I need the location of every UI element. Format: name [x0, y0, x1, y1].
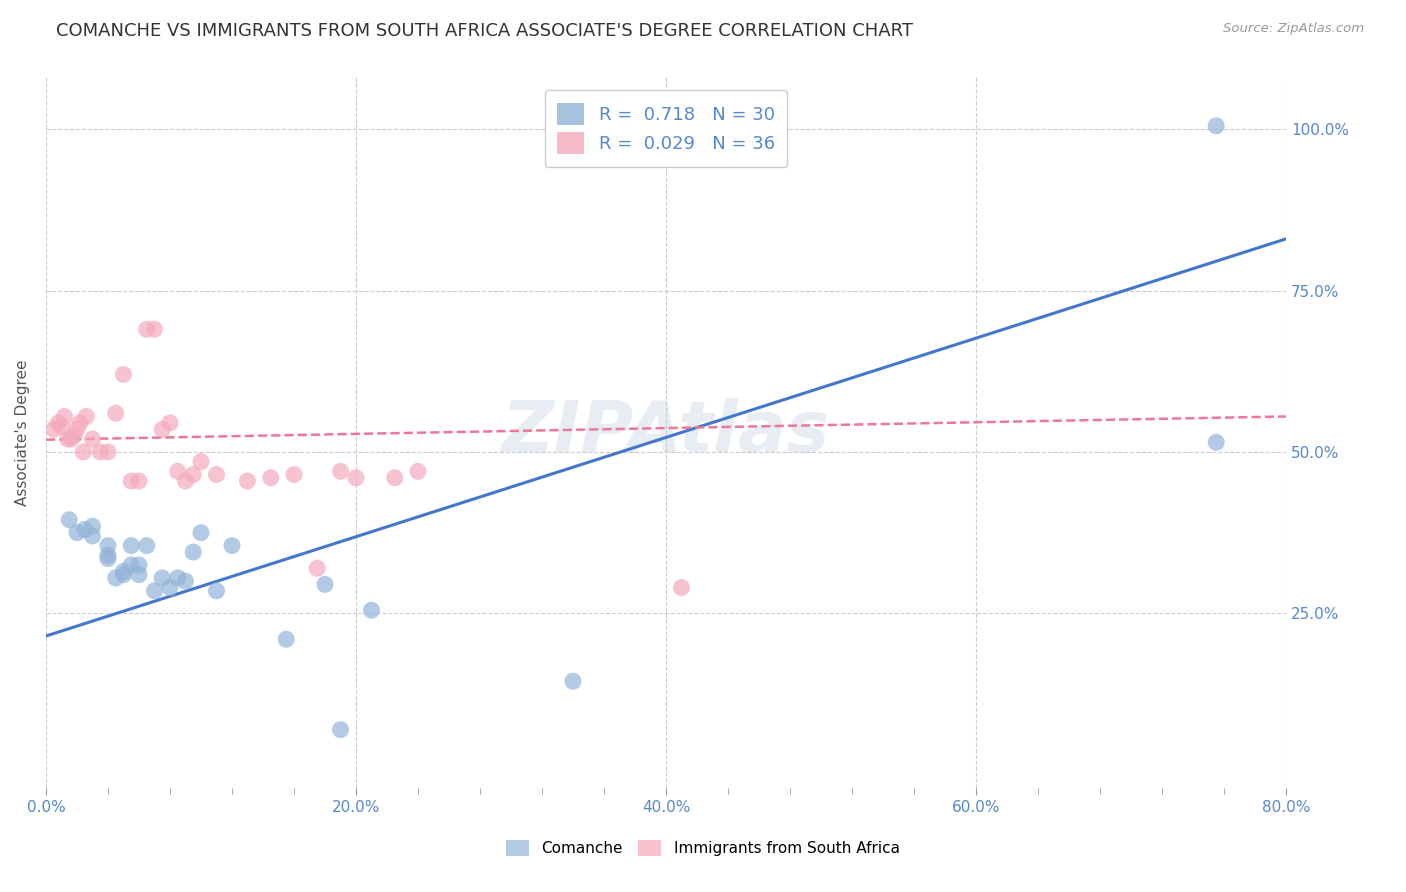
Point — [562, 674, 585, 689]
Point — [48, 416, 70, 430]
Point — [66, 422, 89, 436]
Point — [276, 632, 298, 647]
Legend: R =  0.718   N = 30, R =  0.029   N = 36: R = 0.718 N = 30, R = 0.029 N = 36 — [544, 90, 787, 167]
Point — [190, 525, 212, 540]
Point — [150, 571, 173, 585]
Point — [128, 474, 150, 488]
Point — [384, 471, 406, 485]
Y-axis label: Associate's Degree: Associate's Degree — [15, 359, 30, 506]
Point — [97, 549, 120, 563]
Text: ZIPAtlas: ZIPAtlas — [502, 398, 830, 467]
Point — [120, 474, 142, 488]
Point — [73, 523, 96, 537]
Point — [174, 574, 197, 588]
Point — [51, 419, 73, 434]
Point — [671, 581, 693, 595]
Point — [166, 571, 188, 585]
Point — [128, 567, 150, 582]
Point — [181, 467, 204, 482]
Point — [143, 583, 166, 598]
Point — [159, 581, 181, 595]
Point — [97, 445, 120, 459]
Point — [97, 539, 120, 553]
Point — [112, 567, 135, 582]
Point — [97, 551, 120, 566]
Point — [260, 471, 283, 485]
Point — [174, 474, 197, 488]
Point — [329, 464, 352, 478]
Point — [59, 432, 82, 446]
Point — [104, 571, 127, 585]
Point — [112, 368, 135, 382]
Point — [181, 545, 204, 559]
Point — [104, 406, 127, 420]
Point — [406, 464, 429, 478]
Point — [190, 455, 212, 469]
Point — [112, 565, 135, 579]
Point — [66, 525, 89, 540]
Legend: Comanche, Immigrants from South Africa: Comanche, Immigrants from South Africa — [501, 834, 905, 862]
Point — [128, 558, 150, 572]
Point — [135, 539, 157, 553]
Point — [205, 583, 228, 598]
Point — [166, 464, 188, 478]
Text: COMANCHE VS IMMIGRANTS FROM SOUTH AFRICA ASSOCIATE'S DEGREE CORRELATION CHART: COMANCHE VS IMMIGRANTS FROM SOUTH AFRICA… — [56, 22, 914, 40]
Point — [360, 603, 382, 617]
Point — [63, 429, 86, 443]
Point — [1205, 119, 1227, 133]
Point — [307, 561, 329, 575]
Point — [283, 467, 305, 482]
Point — [42, 422, 65, 436]
Point — [205, 467, 228, 482]
Point — [120, 539, 142, 553]
Point — [53, 409, 76, 424]
Point — [89, 445, 111, 459]
Point — [135, 322, 157, 336]
Point — [69, 416, 91, 430]
Point — [159, 416, 181, 430]
Point — [82, 529, 104, 543]
Point — [58, 513, 80, 527]
Point — [236, 474, 259, 488]
Point — [56, 432, 79, 446]
Point — [329, 723, 352, 737]
Point — [72, 445, 94, 459]
Point — [1205, 435, 1227, 450]
Point — [82, 519, 104, 533]
Point — [150, 422, 173, 436]
Point — [82, 432, 104, 446]
Point — [344, 471, 367, 485]
Point — [314, 577, 336, 591]
Point — [143, 322, 166, 336]
Point — [75, 409, 97, 424]
Point — [221, 539, 243, 553]
Text: Source: ZipAtlas.com: Source: ZipAtlas.com — [1223, 22, 1364, 36]
Point — [120, 558, 142, 572]
